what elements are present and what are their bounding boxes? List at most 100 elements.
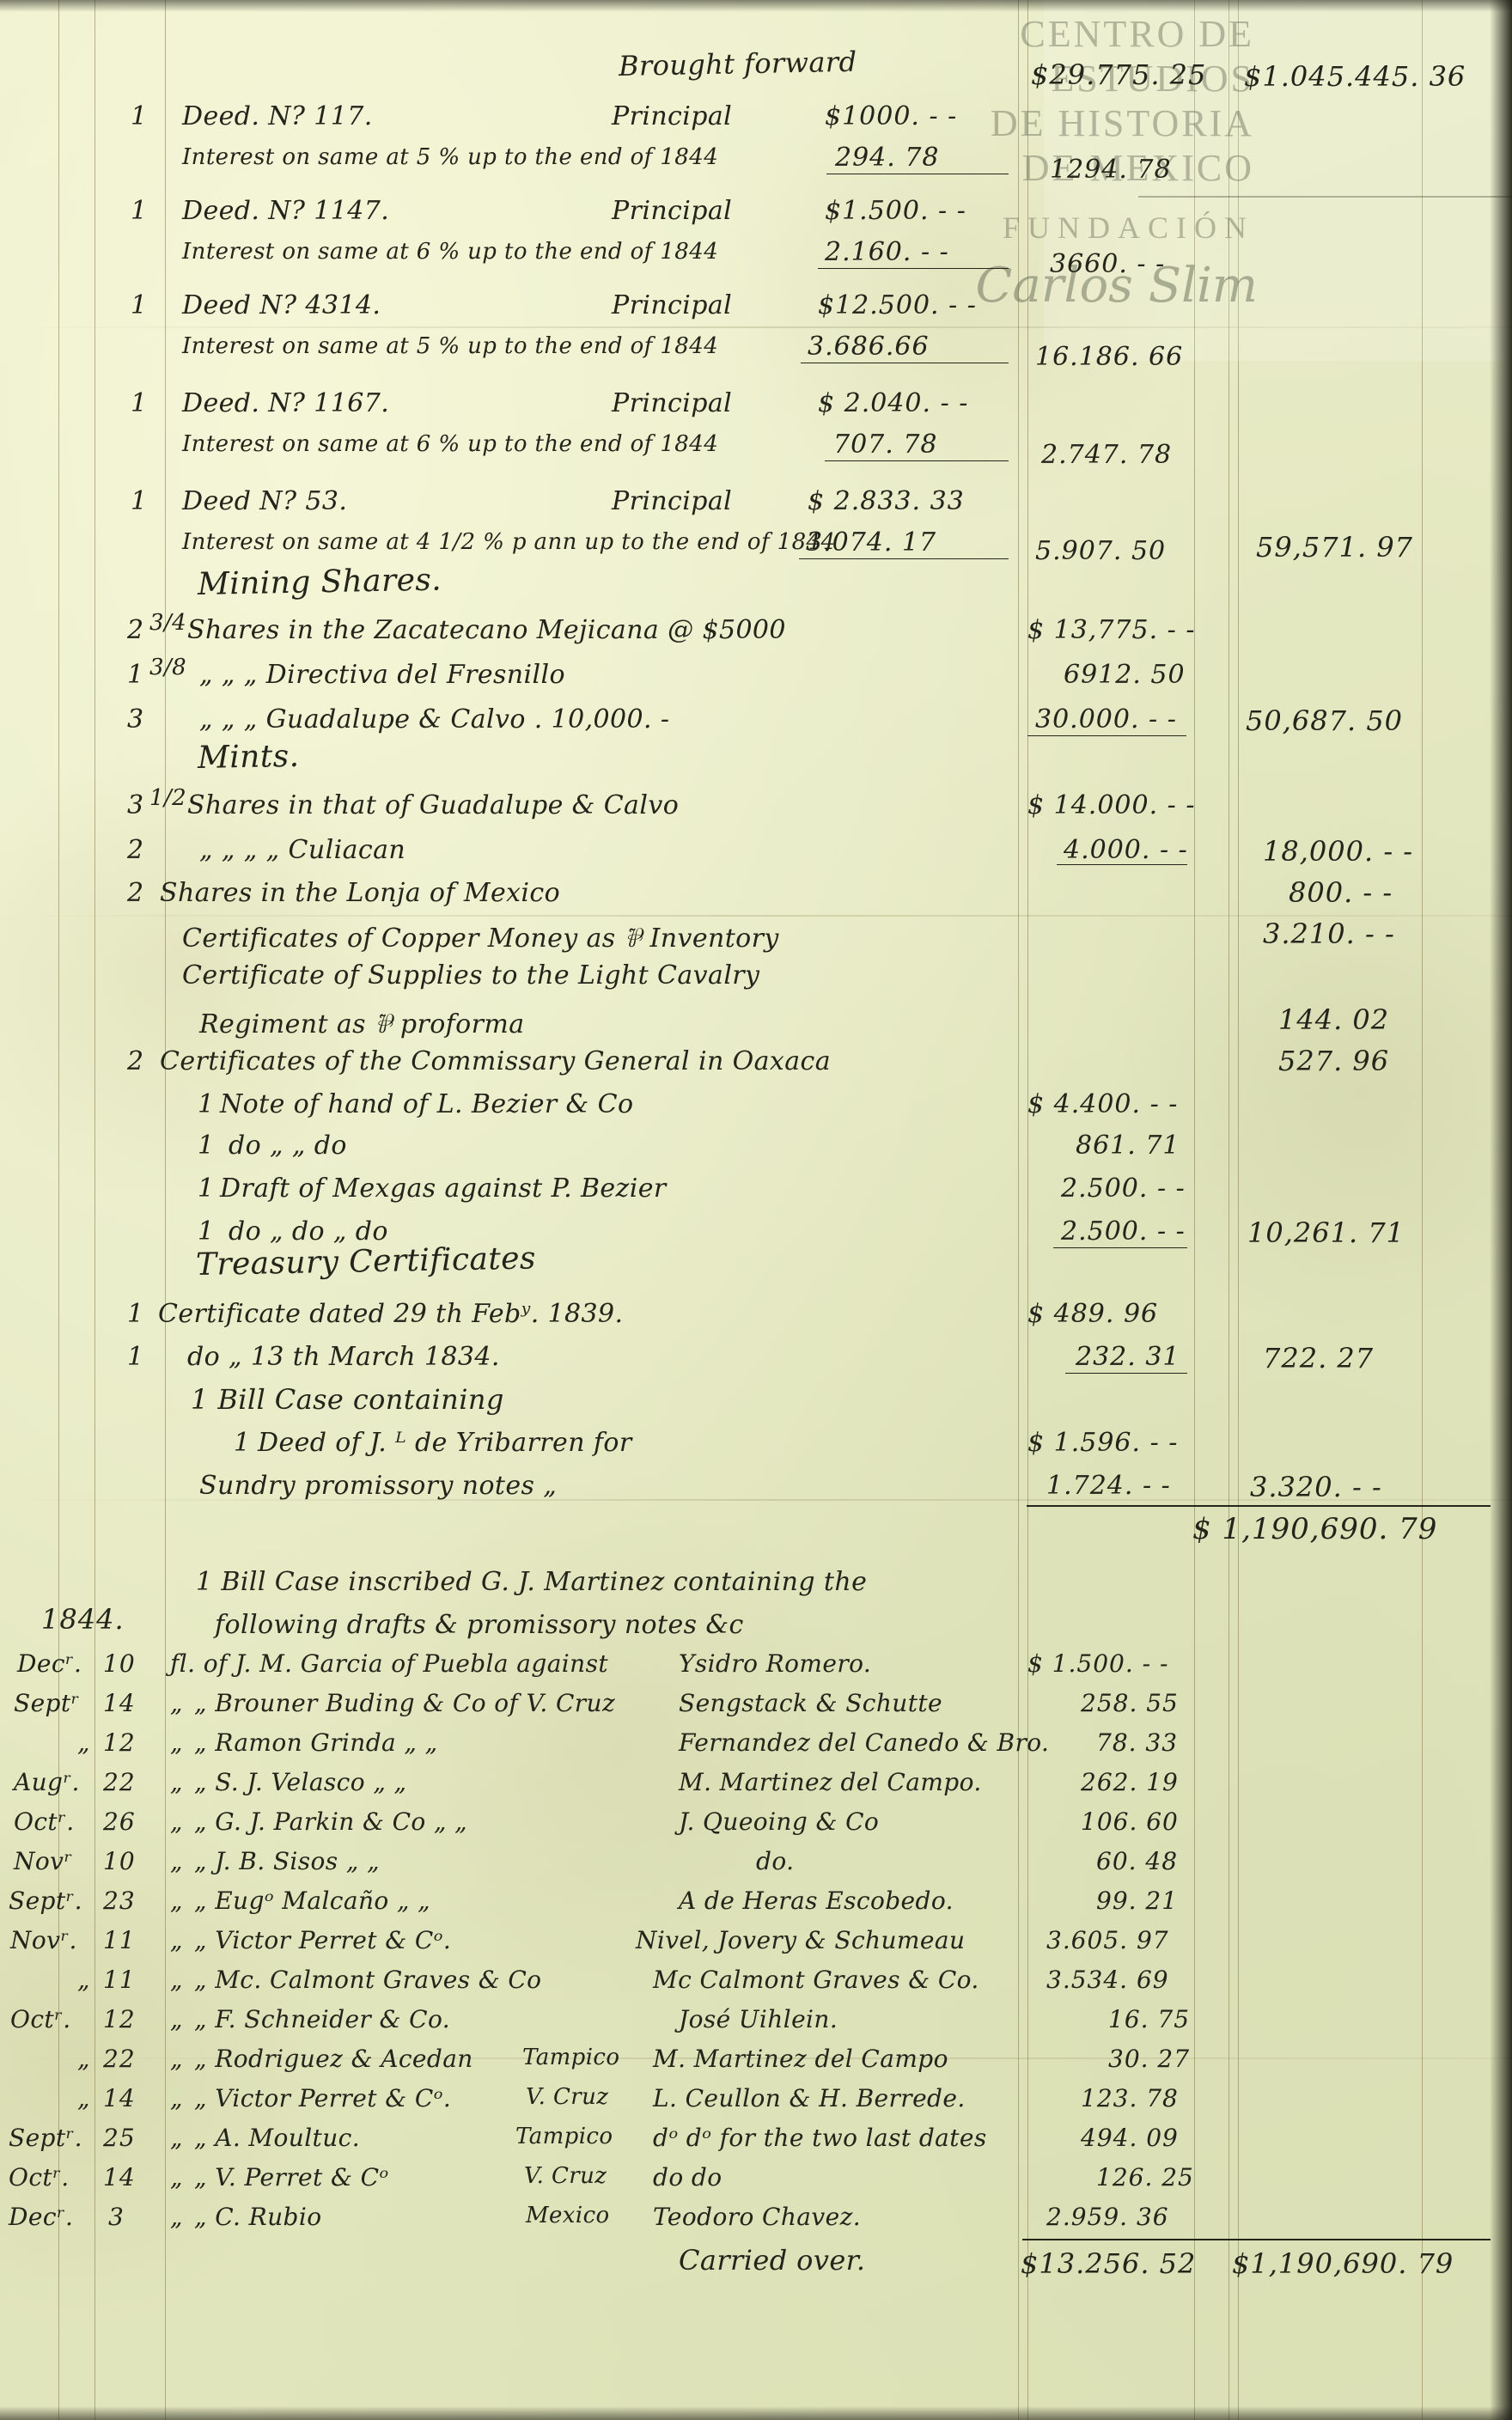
principal-amount: $ 2.833. 33 <box>808 486 965 516</box>
mint-desc: Shares in that of Guadalupe & Calvo <box>187 790 680 820</box>
draft-amount: 3.534. 69 <box>1046 1966 1169 1994</box>
bezier-note-desc: Note of hand of L. Bezier & Co <box>220 1089 634 1119</box>
principal-label: Principal <box>612 290 733 320</box>
draft-amount: 123. 78 <box>1081 2084 1179 2112</box>
principal-amount: $1000. - - <box>825 101 958 131</box>
mining-shares-title: Mining Shares. <box>197 562 442 602</box>
mint-desc: „ „ „ „ Culiacan <box>199 835 406 865</box>
draft-dit: „ <box>170 2084 183 2112</box>
draft-amount: 3.605. 97 <box>1046 1926 1169 1954</box>
column-rule <box>58 0 59 2420</box>
interest-amount: 707. 78 <box>833 430 938 460</box>
draft-day: 23 <box>103 1887 136 1915</box>
paper-fold <box>0 1499 1512 1501</box>
principal-label: Principal <box>612 486 733 516</box>
draft-day: 3 <box>108 2203 125 2231</box>
draft-drawee: M. Martinez del Campo. <box>679 1768 982 1796</box>
draft-month: Augʳ. <box>14 1768 80 1796</box>
draft-place: Mexico <box>526 2203 610 2228</box>
bill-case-row-amount: 1.724. - - <box>1046 1471 1171 1501</box>
mints-group-total: 18,000. - - <box>1263 835 1414 868</box>
draft-drawer: „ Victor Perret & Cᵒ. <box>194 1926 452 1954</box>
deed-qty: 1 <box>131 290 148 320</box>
brought-forward-col-d: $1.045.445. 36 <box>1244 60 1466 93</box>
deed-qty: 1 <box>131 196 148 226</box>
mining-share-qty: 3 <box>127 704 144 735</box>
draft-day: 12 <box>103 2005 136 2033</box>
interest-label: Interest on same at 5 % up to the end of… <box>182 144 719 170</box>
treasury-cert-qty: 1 <box>127 1299 144 1329</box>
draft-day: 10 <box>103 1847 136 1875</box>
drafts-year-header: 1844. <box>41 1603 125 1636</box>
mining-share-amount: 30.000. - - <box>1035 704 1177 735</box>
draft-drawer: „ Victor Perret & Cᵒ. <box>194 2084 452 2112</box>
deed-subtotal: 3660. - - <box>1050 249 1166 279</box>
column-rule <box>1027 0 1028 2420</box>
draft-day: 22 <box>103 2045 136 2073</box>
sum-underline <box>1065 1373 1187 1375</box>
draft-day: 12 <box>103 1728 136 1757</box>
principal-label: Principal <box>612 196 733 226</box>
draft-drawer: „ Ramon Grinda „ „ <box>194 1728 438 1757</box>
draft-month: Decʳ. <box>17 1649 82 1678</box>
draft-dit: „ <box>170 2124 183 2152</box>
bezier-note-qty: 1 <box>198 1089 215 1119</box>
carried-over-col-c: $13.256. 52 <box>1021 2247 1197 2280</box>
draft-dit: „ <box>170 2163 183 2191</box>
sum-underline <box>799 558 1009 560</box>
bezier-note-qty: 1 <box>198 1173 215 1204</box>
interest-amount: 3.686.66 <box>808 332 930 362</box>
mining-share-qty: 1 <box>127 660 144 690</box>
draft-drawer: „ Rodriguez & Acedan <box>194 2045 473 2073</box>
carried-over-rule <box>1022 2239 1491 2240</box>
other-item-qty: 2 <box>127 878 144 908</box>
draft-month: „ <box>77 2045 90 2073</box>
principal-label: Principal <box>612 388 733 418</box>
bill-case-2-line-2: following drafts & promissory notes &c <box>215 1610 744 1640</box>
draft-dit: „ <box>170 2005 183 2033</box>
draft-drawer: „ Brouner Buding & Co of V. Cruz <box>194 1689 616 1717</box>
draft-amount: 258. 55 <box>1081 1689 1179 1717</box>
deed-qty: 1 <box>131 101 148 131</box>
deed-subtotal: 1294. 78 <box>1050 155 1172 185</box>
mining-share-desc: „ „ „ Guadalupe & Calvo . 10,000. - <box>199 704 670 735</box>
bezier-group-total: 10,261. 71 <box>1247 1216 1405 1249</box>
draft-drawee: M. Martinez del Campo <box>653 2045 948 2073</box>
principal-amount: $12.500. - - <box>818 290 977 320</box>
draft-amount: 126. 25 <box>1096 2163 1194 2191</box>
draft-drawee: L. Ceullon & H. Berrede. <box>653 2084 966 2112</box>
treasury-cert-desc: do „ 13 th March 1834. <box>187 1342 500 1372</box>
draft-drawer: „ S. J. Velasco „ „ <box>194 1768 407 1796</box>
mint-fraction: 1/2 <box>149 785 187 811</box>
deed-subtotal: 5.907. 50 <box>1035 536 1167 566</box>
paper-fold <box>0 915 1512 917</box>
draft-month: Octʳ. <box>9 2163 70 2191</box>
mining-share-amount: $ 13,775. - - <box>1027 615 1196 645</box>
bezier-note-amount: 2.500. - - <box>1061 1216 1186 1247</box>
sum-underline <box>1027 735 1186 737</box>
bill-case-row-amount: $ 1.596. - - <box>1027 1428 1179 1458</box>
principal-amount: $1.500. - - <box>825 196 966 226</box>
paper-fold <box>0 326 1512 328</box>
mining-share-fraction: 3/8 <box>149 655 187 680</box>
draft-dit: „ <box>170 1689 183 1717</box>
mining-share-qty: 2 <box>127 615 144 645</box>
draft-month: Novʳ. <box>10 1926 77 1954</box>
draft-month: „ <box>77 2084 90 2112</box>
bill-case-2-line-1: 1 Bill Case inscribed G. J. Martinez con… <box>196 1567 868 1597</box>
draft-dit: „ <box>170 1966 183 1994</box>
deed-qty: 1 <box>131 486 148 516</box>
column-rule <box>1228 0 1229 2420</box>
grand-total: $ 1,190,690. 79 <box>1192 1512 1438 1546</box>
draft-dit: „ <box>170 1926 183 1954</box>
draft-day: 11 <box>103 1966 136 1994</box>
mining-share-amount: 6912. 50 <box>1064 660 1186 690</box>
deed-title: Deed. N? 1147. <box>182 196 390 226</box>
draft-month: Octʳ. <box>14 1807 75 1836</box>
column-rule <box>165 0 166 2420</box>
treasury-title: Treasury Certificates <box>195 1240 537 1283</box>
mints-title: Mints. <box>197 738 300 776</box>
other-item-desc: Certificate of Supplies to the Light Cav… <box>182 960 760 991</box>
draft-amount: 78. 33 <box>1096 1728 1179 1757</box>
draft-place: Tampico <box>515 2124 613 2149</box>
